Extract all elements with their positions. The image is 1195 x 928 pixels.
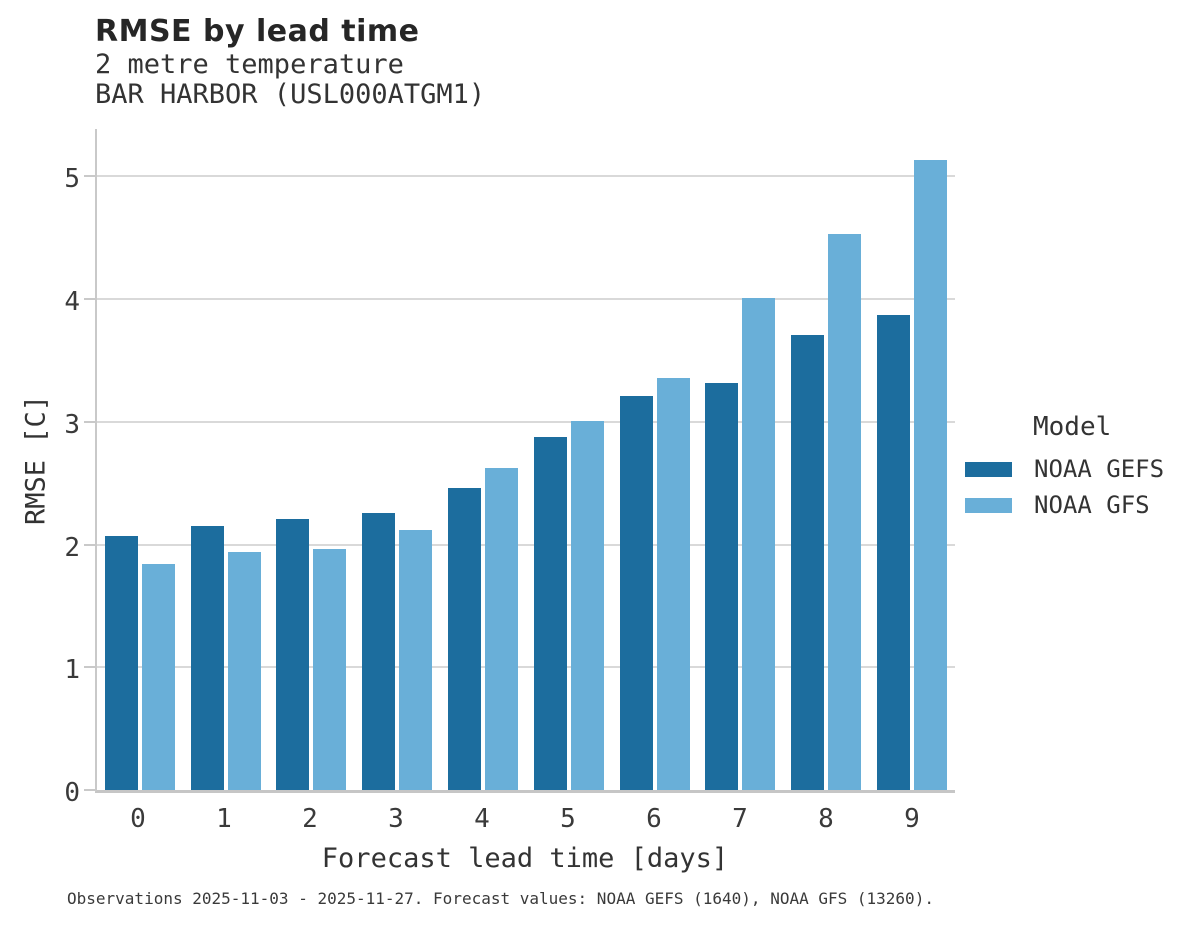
x-axis-title: Forecast lead time [days] bbox=[321, 843, 729, 874]
y-tick-mark-5 bbox=[84, 175, 95, 178]
bar-group-lead-1 bbox=[183, 129, 269, 790]
bar-noaa-gfs-lead-1 bbox=[227, 551, 261, 790]
x-tick-label-9: 9 bbox=[904, 804, 920, 834]
bar-noaa-gefs-lead-7 bbox=[705, 382, 739, 790]
gridline-y-4 bbox=[97, 298, 955, 301]
chart-header: RMSE by lead time 2 metre temperature BA… bbox=[95, 14, 485, 110]
x-tick-label-2: 2 bbox=[302, 804, 318, 834]
y-tick-label-5: 5 bbox=[64, 164, 80, 195]
bar-noaa-gefs-lead-5 bbox=[533, 436, 567, 790]
bar-noaa-gfs-lead-5 bbox=[570, 420, 604, 790]
bar-group-lead-6 bbox=[612, 129, 698, 790]
y-tick-mark-4 bbox=[84, 298, 95, 301]
gridline-y-3 bbox=[97, 420, 955, 423]
bar-noaa-gefs-lead-0 bbox=[104, 535, 138, 790]
legend: Model NOAA GEFS NOAA GFS bbox=[965, 410, 1195, 519]
legend-swatch-noaa-gefs bbox=[965, 461, 1012, 477]
gridline-y-1 bbox=[97, 666, 955, 669]
bar-noaa-gfs-lead-7 bbox=[742, 297, 776, 790]
y-tick-label-3: 3 bbox=[64, 409, 80, 440]
x-tick-label-8: 8 bbox=[818, 804, 834, 834]
bar-group-lead-5 bbox=[526, 129, 612, 790]
bar-group-lead-9 bbox=[869, 129, 955, 790]
bar-noaa-gfs-lead-9 bbox=[914, 160, 948, 790]
bar-noaa-gfs-lead-8 bbox=[828, 234, 862, 790]
bar-group-lead-3 bbox=[354, 129, 440, 790]
bar-noaa-gefs-lead-8 bbox=[791, 334, 825, 790]
legend-swatch-noaa-gfs bbox=[965, 497, 1012, 513]
bar-noaa-gefs-lead-3 bbox=[362, 512, 396, 790]
legend-label-noaa-gfs: NOAA GFS bbox=[1034, 491, 1150, 519]
x-tick-label-3: 3 bbox=[388, 804, 404, 834]
gridline-y-5 bbox=[97, 175, 955, 178]
gridline-y-2 bbox=[97, 543, 955, 546]
bar-noaa-gefs-lead-4 bbox=[448, 488, 482, 790]
legend-title: Model bbox=[1033, 412, 1112, 442]
chart-title: RMSE by lead time bbox=[95, 14, 420, 49]
x-tick-label-7: 7 bbox=[732, 804, 748, 834]
x-axis-tick-labels: 0 1 2 3 4 5 6 7 8 9 bbox=[95, 803, 955, 835]
bar-noaa-gfs-lead-3 bbox=[399, 529, 433, 790]
bar-group-lead-7 bbox=[698, 129, 784, 790]
y-axis-tick-labels: 0 1 2 3 4 5 bbox=[0, 129, 80, 807]
bar-group-lead-0 bbox=[97, 129, 183, 790]
y-tick-label-1: 1 bbox=[64, 655, 80, 686]
bar-group-lead-4 bbox=[440, 129, 526, 790]
bar-noaa-gfs-lead-4 bbox=[485, 468, 519, 790]
bar-group-lead-2 bbox=[269, 129, 355, 790]
x-tick-label-6: 6 bbox=[646, 804, 662, 834]
x-tick-label-0: 0 bbox=[130, 804, 146, 834]
y-tick-label-2: 2 bbox=[64, 532, 80, 563]
legend-entry-noaa-gefs: NOAA GEFS bbox=[965, 455, 1195, 483]
bar-group-lead-8 bbox=[783, 129, 869, 790]
legend-entry-noaa-gfs: NOAA GFS bbox=[965, 491, 1195, 519]
y-tick-mark-2 bbox=[84, 543, 95, 546]
bar-noaa-gefs-lead-6 bbox=[619, 396, 653, 790]
y-tick-label-0: 0 bbox=[64, 778, 80, 808]
plot-area bbox=[84, 129, 955, 793]
legend-label-noaa-gefs: NOAA GEFS bbox=[1034, 455, 1165, 483]
bars-row bbox=[97, 129, 955, 790]
bar-noaa-gfs-lead-2 bbox=[313, 549, 347, 790]
bar-noaa-gfs-lead-6 bbox=[656, 377, 690, 790]
y-tick-mark-0 bbox=[84, 789, 95, 791]
bar-noaa-gefs-lead-1 bbox=[190, 526, 224, 790]
y-tick-mark-1 bbox=[84, 666, 95, 669]
chart-subtitle-station: BAR HARBOR (USL000ATGM1) bbox=[95, 79, 486, 110]
x-tick-label-4: 4 bbox=[474, 804, 490, 834]
y-tick-label-4: 4 bbox=[64, 287, 80, 318]
x-tick-label-5: 5 bbox=[560, 804, 576, 834]
bar-noaa-gefs-lead-2 bbox=[276, 518, 310, 790]
bar-noaa-gefs-lead-9 bbox=[877, 315, 911, 790]
bar-noaa-gfs-lead-0 bbox=[141, 564, 175, 790]
chart-subtitle-variable: 2 metre temperature bbox=[95, 49, 404, 80]
y-tick-mark-3 bbox=[84, 420, 95, 423]
x-tick-label-1: 1 bbox=[216, 804, 232, 834]
footer-note: Observations 2025-11-03 - 2025-11-27. Fo… bbox=[67, 889, 934, 908]
